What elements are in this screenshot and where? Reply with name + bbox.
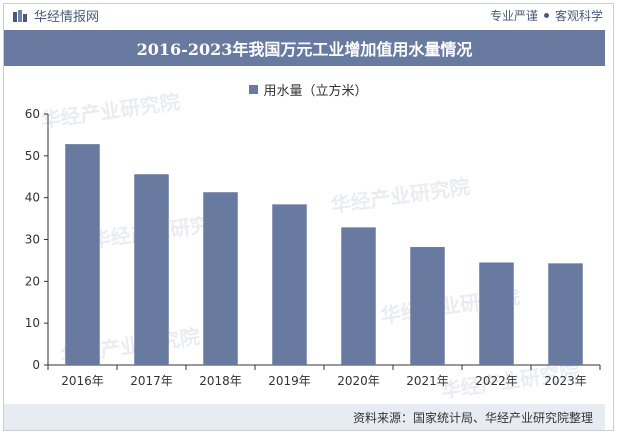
chart-title: 2016-2023年我国万元工业增加值用水量情况 <box>4 30 605 66</box>
x-tick-label: 2018年 <box>199 374 242 388</box>
x-tick-label: 2016年 <box>61 374 104 388</box>
x-tick-label: 2023年 <box>544 374 587 388</box>
bar <box>479 262 514 365</box>
bar <box>272 204 307 365</box>
y-tick-label: 50 <box>25 149 40 163</box>
source-note: 资料来源：国家统计局、华经产业研究院整理 <box>352 410 593 425</box>
legend: 用水量（立方米） <box>0 80 617 99</box>
top-bar: 华经情报网 专业严谨 客观科学 <box>0 0 617 28</box>
y-tick-label: 40 <box>25 191 40 205</box>
tagline-right: 客观科学 <box>554 9 603 23</box>
x-tick-label: 2020年 <box>337 374 380 388</box>
x-tick-label: 2022年 <box>475 374 518 388</box>
bar <box>548 263 583 365</box>
x-tick-label: 2019年 <box>268 374 311 388</box>
x-tick-label: 2021年 <box>406 374 449 388</box>
y-tick-label: 10 <box>25 316 40 330</box>
tagline-left: 专业严谨 <box>489 9 538 23</box>
bar <box>203 192 238 365</box>
bar <box>134 174 169 365</box>
legend-swatch <box>249 85 259 94</box>
bar <box>410 247 445 365</box>
bar <box>65 144 100 365</box>
y-tick-label: 20 <box>25 274 40 288</box>
brand-name: 华经情报网 <box>34 10 100 25</box>
legend-label: 用水量（立方米） <box>263 84 368 99</box>
x-tick-label: 2017年 <box>130 374 173 388</box>
separator-dot-icon <box>543 13 549 18</box>
bar <box>341 227 376 365</box>
y-tick-label: 60 <box>25 107 40 121</box>
tagline: 专业严谨 客观科学 <box>490 7 603 24</box>
y-tick-label: 0 <box>32 358 40 372</box>
footer: 资料来源：国家统计局、华经产业研究院整理 <box>4 404 605 430</box>
brand: 华经情报网 <box>12 6 99 25</box>
y-tick-label: 30 <box>25 233 40 247</box>
logo-icon <box>13 9 27 22</box>
